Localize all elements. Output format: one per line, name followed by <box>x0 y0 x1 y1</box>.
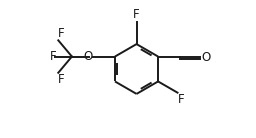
Text: F: F <box>178 93 185 106</box>
Text: F: F <box>58 27 64 40</box>
Text: O: O <box>83 50 92 63</box>
Text: F: F <box>58 73 64 86</box>
Text: F: F <box>50 50 57 63</box>
Text: F: F <box>133 8 140 21</box>
Text: O: O <box>201 51 210 64</box>
